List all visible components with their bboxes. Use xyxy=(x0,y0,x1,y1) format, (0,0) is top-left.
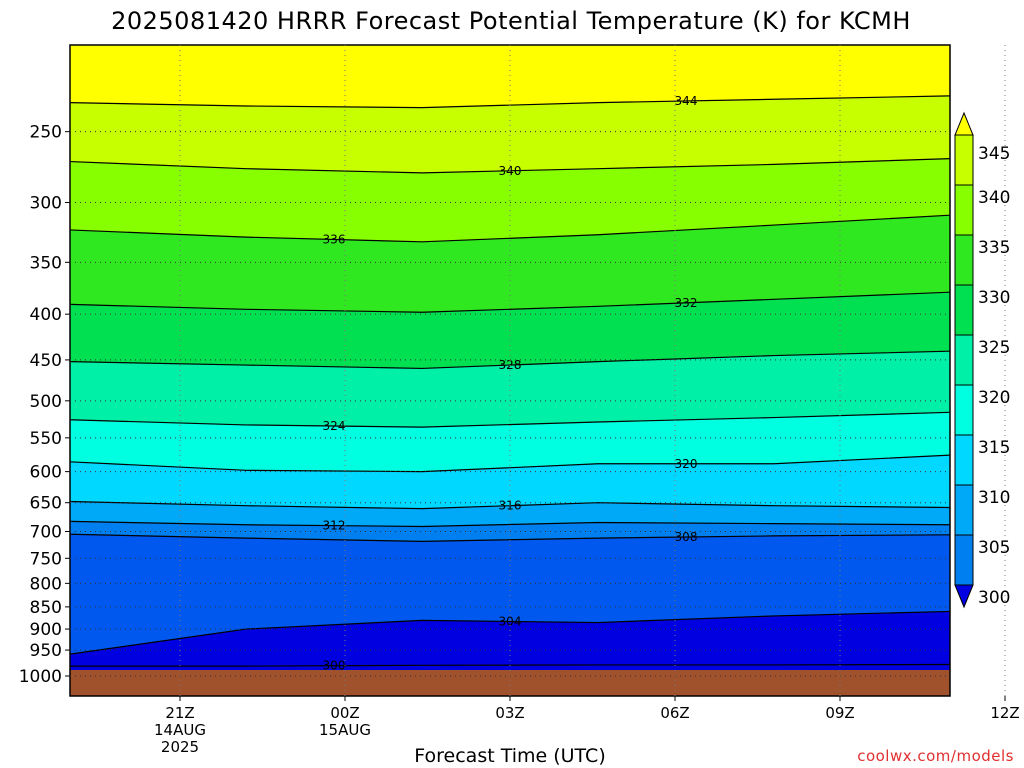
colorbar-segment xyxy=(954,484,974,536)
colorbar-label: 300 xyxy=(978,588,1010,608)
colorbar-label: 340 xyxy=(978,188,1010,208)
x-tick-label: 15AUG xyxy=(319,721,371,739)
colorbar-bottom-arrow xyxy=(954,584,974,609)
y-tick-label: 350 xyxy=(30,253,62,273)
colorbar-label: 330 xyxy=(978,288,1010,308)
colorbar-label: 335 xyxy=(978,238,1010,258)
x-tick-label: 03Z xyxy=(495,704,524,722)
y-tick-label: 1000 xyxy=(19,667,62,687)
colorbar-label: 310 xyxy=(978,488,1010,508)
x-tick-label: 21Z xyxy=(165,704,194,722)
contour-label-336: 336 xyxy=(323,232,346,246)
y-tick-label: 800 xyxy=(30,574,62,594)
y-tick-label: 450 xyxy=(30,351,62,371)
y-tick-label: 550 xyxy=(30,429,62,449)
colorbar: 345 340 335 330 325 320 315 310 305 300 xyxy=(954,111,1010,609)
contour-label-312: 312 xyxy=(323,519,346,533)
chart-title: 2025081420 HRRR Forecast Potential Tempe… xyxy=(111,7,911,35)
colorbar-segment xyxy=(954,334,974,386)
colorbar-segment xyxy=(954,134,974,186)
contour-label-300: 300 xyxy=(323,659,346,673)
plot-area xyxy=(70,45,950,696)
colorbar-label: 345 xyxy=(978,144,1010,164)
colorbar-label: 320 xyxy=(978,388,1010,408)
y-tick-label: 500 xyxy=(30,392,62,412)
y-tick-label: 600 xyxy=(30,463,62,483)
colorbar-label: 325 xyxy=(978,338,1010,358)
y-tick-label: 400 xyxy=(30,305,62,325)
contour-label-324: 324 xyxy=(323,419,346,433)
contour-label-344: 344 xyxy=(675,94,698,108)
x-tick-label: 00Z xyxy=(330,704,359,722)
y-tick-label: 650 xyxy=(30,494,62,514)
grid-lines xyxy=(69,44,1006,697)
credit-link[interactable]: coolwx.com/models xyxy=(857,747,1014,765)
y-tick-label: 950 xyxy=(30,641,62,661)
x-tick-label: 09Z xyxy=(825,704,854,722)
contour-line-332 xyxy=(69,291,951,313)
y-tick-label: 900 xyxy=(30,620,62,640)
y-tick-label: 250 xyxy=(30,123,62,143)
contour-label-320: 320 xyxy=(675,457,698,471)
x-axis-label: Forecast Time (UTC) xyxy=(414,745,605,767)
colorbar-segment xyxy=(954,534,974,586)
contour-line-320 xyxy=(69,454,951,473)
x-tick-label: 14AUG xyxy=(154,721,206,739)
contour-line-304 xyxy=(69,610,951,655)
contour-label-304: 304 xyxy=(499,614,522,628)
y-tick-label: 750 xyxy=(30,549,62,569)
colorbar-segment xyxy=(954,184,974,236)
x-tick-label: 06Z xyxy=(660,704,689,722)
ground-fill xyxy=(70,670,950,696)
colorbar-segment xyxy=(954,384,974,436)
y-tick-label: 700 xyxy=(30,522,62,542)
contour-label-308: 308 xyxy=(675,530,698,544)
contour-line-324 xyxy=(69,411,951,428)
colorbar-top-arrow xyxy=(954,111,974,136)
contour-line-312 xyxy=(69,520,951,528)
colorbar-segment xyxy=(954,234,974,286)
x-tick-label: 2025 xyxy=(161,738,199,756)
contour-line-308 xyxy=(69,533,951,542)
y-tick-label: 850 xyxy=(30,598,62,618)
colorbar-label: 305 xyxy=(978,538,1010,558)
contour-label-332: 332 xyxy=(675,296,698,310)
y-tick-label: 300 xyxy=(30,193,62,213)
x-tick-label: 12Z xyxy=(990,704,1019,722)
colorbar-segment xyxy=(954,284,974,336)
band-fill-300 xyxy=(70,664,950,670)
colorbar-segment xyxy=(954,434,974,486)
contour-line-336 xyxy=(69,214,951,243)
y-axis: 2503003504004505005506006507007508008509… xyxy=(19,123,70,687)
colorbar-label: 315 xyxy=(978,438,1010,458)
